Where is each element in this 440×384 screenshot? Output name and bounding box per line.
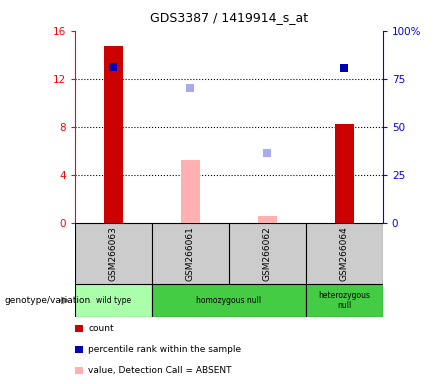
Point (341, 65, 348, 71)
Text: GDS3387 / 1419914_s_at: GDS3387 / 1419914_s_at (150, 11, 308, 24)
Text: GSM266064: GSM266064 (340, 226, 349, 281)
Bar (75, 284, 152, 317)
Text: wild type: wild type (96, 296, 131, 305)
Bar (306, 284, 383, 317)
Text: GSM266063: GSM266063 (109, 226, 118, 281)
Text: heterozygous
null: heterozygous null (318, 291, 370, 310)
Text: count: count (88, 324, 114, 333)
Bar (335, 124, 354, 223)
Point (187, 85, 194, 91)
Text: GSM266061: GSM266061 (186, 226, 195, 281)
Bar (258, 216, 277, 223)
Text: value, Detection Call = ABSENT: value, Detection Call = ABSENT (88, 366, 231, 375)
Bar (152, 284, 306, 317)
Bar (181, 161, 200, 223)
Point (110, 64, 117, 70)
Text: genotype/variation: genotype/variation (4, 296, 91, 305)
Text: GSM266062: GSM266062 (263, 226, 272, 281)
Bar (104, 46, 123, 223)
Text: percentile rank within the sample: percentile rank within the sample (88, 345, 241, 354)
Text: homozygous null: homozygous null (196, 296, 261, 305)
Point (264, 150, 271, 156)
